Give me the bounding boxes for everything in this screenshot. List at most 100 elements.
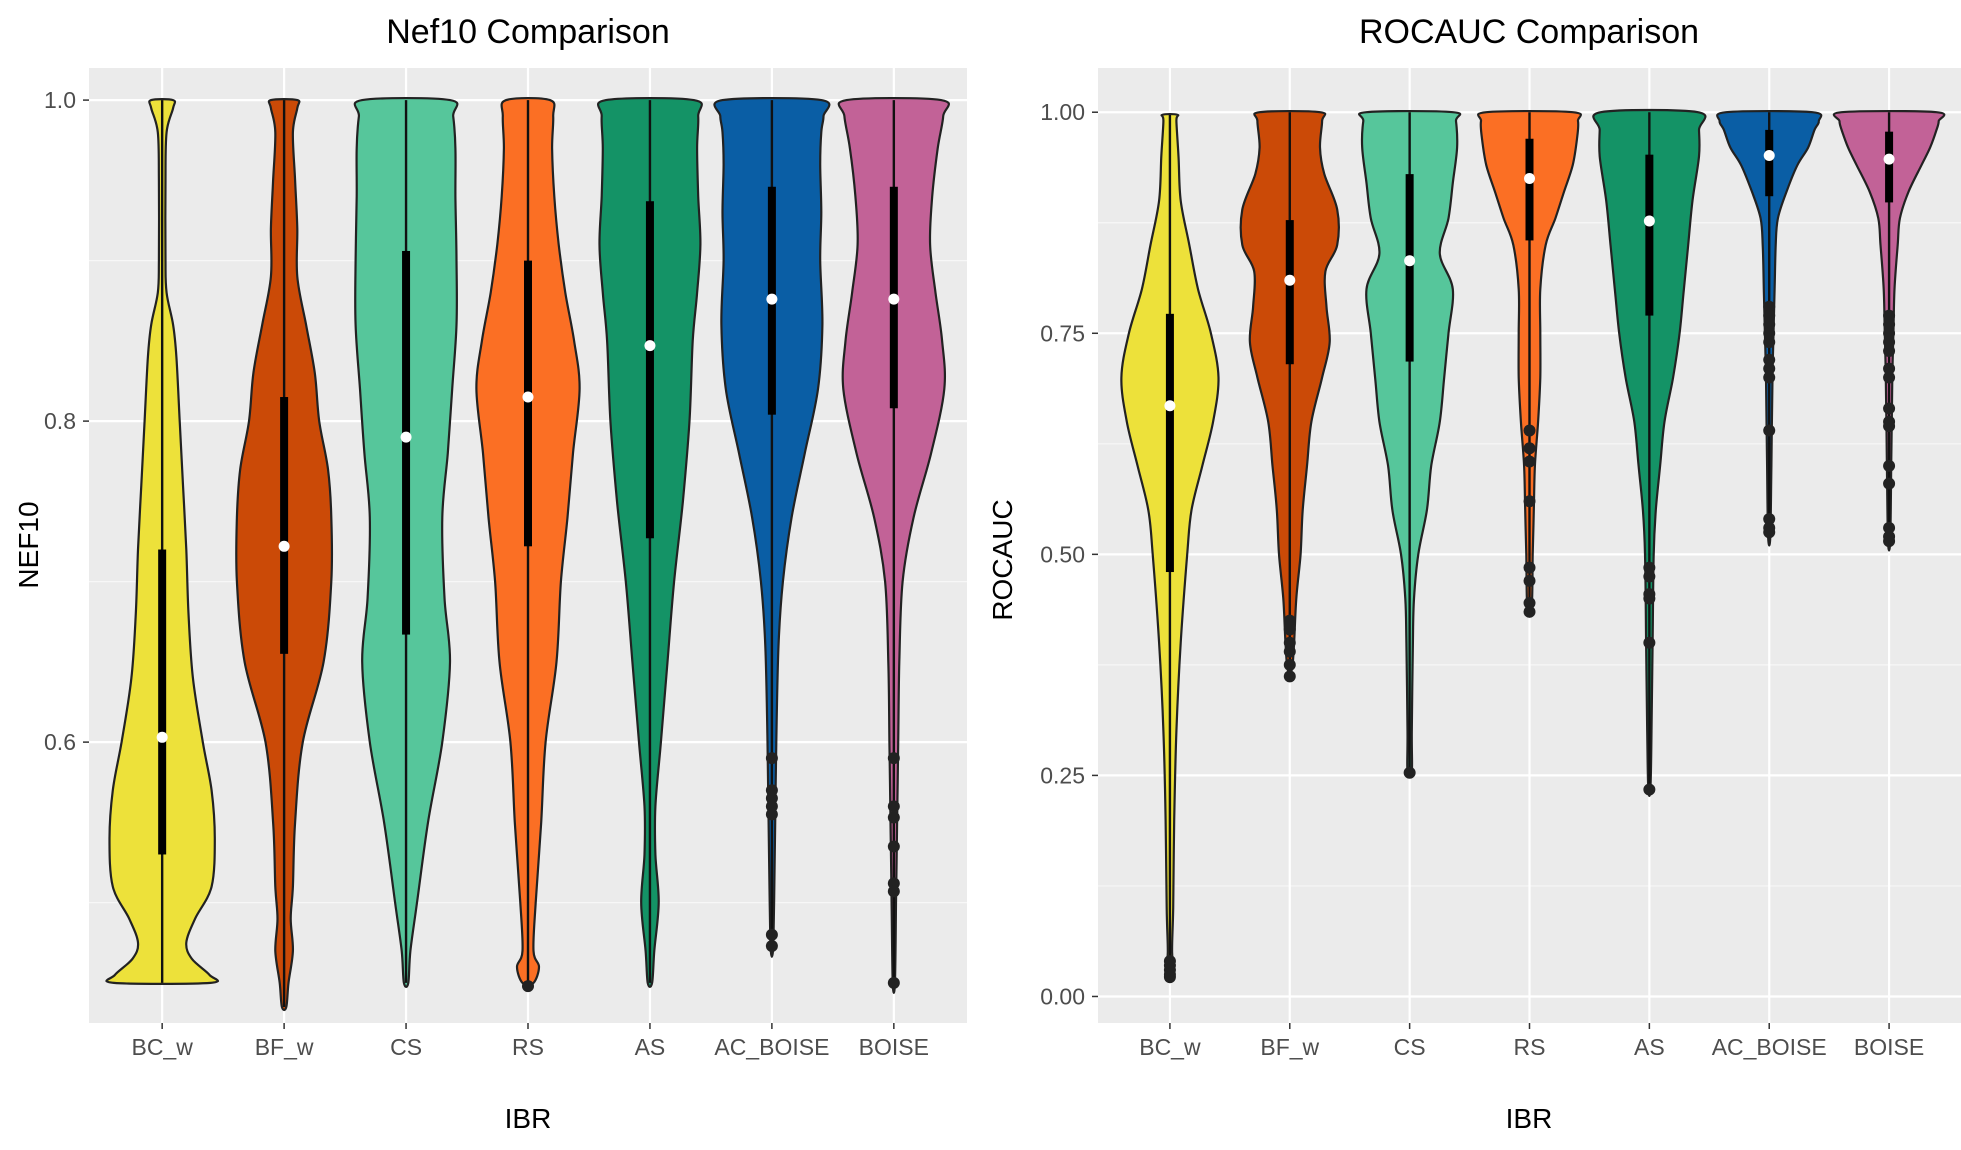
outlier-point [1643,636,1656,649]
rocauc-y-tick-label: 0.25 [1040,762,1085,788]
nef10-x-tick-label: RS [512,1034,544,1060]
outlier-point [1403,766,1416,779]
nef10-y-tick-label: 0.6 [44,729,76,755]
outlier-point [887,800,900,813]
rocauc-violin-bf-w [1239,109,1340,683]
violin-iqr-box [402,250,411,635]
median-point [1883,153,1895,165]
nef10-x-tick-label: BOISE [859,1034,929,1060]
outlier-point [1763,371,1776,384]
rocauc-chart: 0.00 0.25 0.50 0.75 1.00 BC_w BF_w CS RS AS AC_BO… [987,13,1961,1134]
violin-iqr-box [1885,131,1894,203]
outlier-point [1283,636,1296,649]
violin-iqr-box [645,201,654,539]
violin-iqr-box [1765,129,1774,197]
rocauc-x-tick-label: BC_w [1139,1034,1201,1060]
violin-iqr-box [1645,154,1654,316]
outlier-point [1643,561,1656,574]
outlier-point [1883,420,1896,433]
rocauc-x-ticks: BC_w BF_w CS RS AS AC_BOISE BOISE [1139,1023,1924,1060]
rocauc-x-tick-label: AS [1634,1034,1665,1060]
outlier-point [765,928,778,941]
median-point [1404,255,1416,267]
outlier-point [1883,327,1896,340]
rocauc-violin-ac-boise [1716,109,1823,547]
outlier-point [1763,526,1776,539]
nef10-x-ticks: BC_w BF_w CS RS AS AC_BOISE BOISE [131,1023,929,1060]
outlier-point [1283,658,1296,671]
outlier-point [1883,362,1896,375]
median-point [400,431,412,443]
outlier-point [887,840,900,853]
rocauc-x-tick-label: BF_w [1260,1034,1319,1060]
nef10-violin-cs [353,96,459,988]
outlier-point [1283,614,1296,627]
violin-iqr-box [1405,174,1414,362]
rocauc-chart-title: ROCAUC Comparison [1359,13,1699,51]
outlier-point [1763,309,1776,322]
nef10-violin-bc-w [105,98,220,985]
outlier-point [765,752,778,765]
median-point [888,293,900,305]
violin-iqr-box [524,260,532,547]
violin-iqr-box [1165,313,1174,573]
nef10-x-tick-label: BC_w [131,1034,193,1060]
rocauc-violin-boise [1832,109,1946,552]
outlier-point [887,811,900,824]
outlier-point [1283,645,1296,658]
outlier-point [1883,309,1896,322]
outlier-point [887,885,900,898]
outlier-point [1283,670,1296,683]
nef10-x-tick-label: AC_BOISE [714,1034,829,1060]
violin-iqr-box [280,397,289,654]
nef10-chart: 0.6 0.8 1.0 BC_w BF_w CS RS AS AC_BOISE BOISE Ne… [13,13,967,1134]
nef10-violin-as [596,96,703,988]
rocauc-y-axis-title: ROCAUC [987,499,1018,620]
nef10-violin-boise [837,96,951,994]
outlier-point [1883,336,1896,349]
violin-iqr-box [158,549,167,855]
outlier-point [1523,605,1536,618]
rocauc-violin-rs [1477,109,1582,618]
outlier-point [1523,455,1536,468]
nef10-x-tick-label: AS [635,1034,666,1060]
outlier-point [1523,561,1536,574]
rocauc-x-axis-title: IBR [1506,1103,1553,1134]
rocauc-x-tick-label: RS [1514,1034,1546,1060]
rocauc-violin-cs [1358,109,1462,779]
outlier-point [1163,971,1176,984]
median-point [1763,150,1775,162]
outlier-point [1643,783,1656,796]
median-point [522,391,534,403]
nef10-x-tick-label: CS [390,1034,422,1060]
nef10-y-tick-label: 0.8 [44,408,76,434]
nef10-y-tick-label: 1.0 [44,87,76,113]
rocauc-x-tick-label: AC_BOISE [1712,1034,1827,1060]
outlier-point [1283,623,1296,636]
outlier-point [1763,512,1776,525]
nef10-violin-ac-boise [713,96,831,958]
median-point [156,731,168,743]
outlier-point [1883,371,1896,384]
outlier-point [1883,344,1896,357]
outlier-point [1883,535,1896,548]
median-point [1164,400,1176,412]
rocauc-y-tick-label: 1.00 [1040,99,1085,125]
outlier-point [1883,459,1896,472]
median-point [766,293,778,305]
rocauc-violins [1120,108,1946,984]
rocauc-violin-as [1592,108,1707,797]
outlier-point [887,976,900,989]
outlier-point [522,980,534,993]
rocauc-y-tick-label: 0.00 [1040,983,1085,1009]
nef10-violins [105,96,951,1012]
nef10-violin-rs [475,96,581,993]
outlier-point [1643,570,1656,583]
nef10-chart-title: Nef10 Comparison [386,13,669,51]
outlier-point [1883,318,1896,331]
violin-iqr-box [1285,220,1294,365]
rocauc-y-tick-label: 0.75 [1040,320,1085,346]
outlier-point [1763,318,1776,331]
nef10-x-tick-label: BF_w [255,1034,314,1060]
median-point [1643,215,1655,227]
